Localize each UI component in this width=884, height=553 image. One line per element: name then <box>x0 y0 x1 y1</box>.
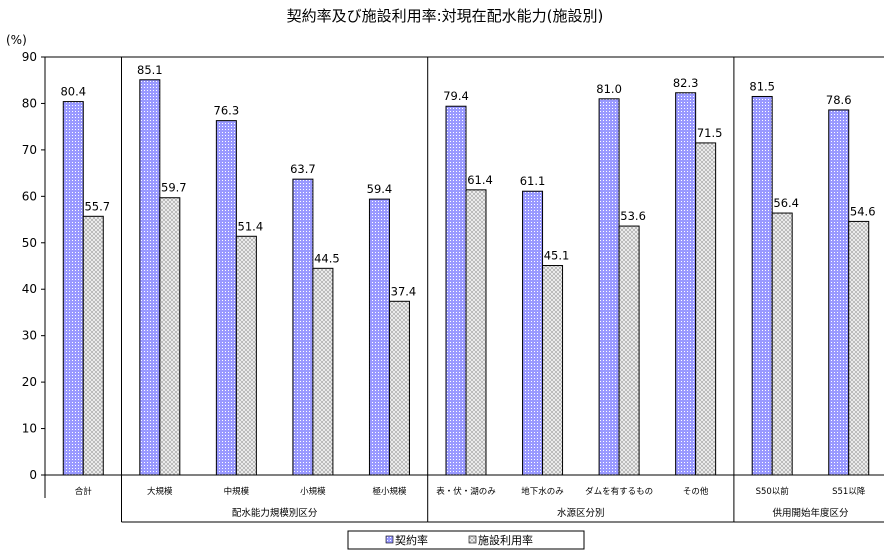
y-tick-label: 20 <box>22 375 37 389</box>
bar-utilization-rate <box>388 300 410 476</box>
chart-title: 契約率及び施設利用率:対現在配水能力(施設別) <box>287 7 604 25</box>
data-label: 85.1 <box>137 63 163 77</box>
y-tick-label: 70 <box>22 143 37 157</box>
data-label: 59.7 <box>161 181 187 195</box>
data-label: 71.5 <box>697 126 723 140</box>
x-category-label: S51以降 <box>832 486 866 497</box>
bar-utilization-rate <box>82 215 104 476</box>
legend-swatch-contract-rate <box>385 535 394 544</box>
legend-label-utilization-rate: 施設利用率 <box>478 533 533 547</box>
bar-contract-rate <box>522 190 544 476</box>
data-label: 63.7 <box>290 162 316 176</box>
data-label: 56.4 <box>773 196 799 210</box>
x-category-label: その他 <box>683 486 709 497</box>
bar-contract-rate <box>368 198 390 476</box>
data-label: 59.4 <box>367 182 393 196</box>
data-label: 37.4 <box>391 284 417 298</box>
x-category-label: ダムを有するもの <box>585 486 653 497</box>
data-label: 79.4 <box>443 89 469 103</box>
bar-contract-rate <box>828 109 850 476</box>
bar-utilization-rate <box>312 267 334 476</box>
x-category-label: 地下水のみ <box>521 486 564 497</box>
bar-contract-rate <box>139 79 161 476</box>
data-label: 76.3 <box>214 104 240 118</box>
x-category-label: 小規模 <box>300 486 326 497</box>
data-label: 61.1 <box>520 174 546 188</box>
bar-utilization-rate <box>848 220 870 476</box>
y-tick-label: 40 <box>22 282 37 296</box>
data-label: 80.4 <box>60 85 86 99</box>
x-category-label: 極小規模 <box>372 486 407 497</box>
data-label: 44.5 <box>314 251 340 265</box>
bar-contract-rate <box>215 120 237 476</box>
x-category-label: S50以前 <box>756 486 790 497</box>
y-tick-label: 90 <box>22 50 37 64</box>
category-labels: 合計 大規模 中規模 小規模 極小規模 表・伏・湖のみ 地下水のみ ダムを有するもの その他 S5… <box>75 486 866 497</box>
data-label: 51.4 <box>238 219 264 233</box>
bar-utilization-rate <box>695 142 717 476</box>
bar-utilization-rate <box>542 265 564 476</box>
legend-swatch-utilization-rate <box>468 535 477 544</box>
bar-utilization-rate <box>465 189 487 476</box>
data-label: 81.5 <box>749 79 775 93</box>
group-label: 配水能力規模別区分 <box>232 507 318 519</box>
y-tick-label: 10 <box>22 422 37 436</box>
data-label: 78.6 <box>826 93 852 107</box>
y-axis: 0 10 20 30 40 50 60 70 80 90 <box>22 50 45 482</box>
x-category-label: 中規模 <box>224 486 250 497</box>
y-tick-label: 80 <box>22 96 37 110</box>
data-label: 82.3 <box>673 76 699 90</box>
y-tick-label: 0 <box>29 468 37 482</box>
x-category-label: 表・伏・湖のみ <box>436 486 496 497</box>
bar-contract-rate <box>751 95 773 476</box>
data-label: 55.7 <box>84 199 110 213</box>
x-category-label: 大規模 <box>147 486 173 497</box>
bar-contract-rate <box>62 101 84 476</box>
bar-utilization-rate <box>159 197 181 476</box>
group-label: 水源区分別 <box>557 507 605 519</box>
y-tick-label: 50 <box>22 236 37 250</box>
data-label: 61.4 <box>467 173 493 187</box>
data-label: 81.0 <box>596 82 622 96</box>
y-tick-label: 60 <box>22 189 37 203</box>
bar-utilization-rate <box>235 235 257 476</box>
legend-label-contract-rate: 契約率 <box>395 533 428 547</box>
y-tick-label: 30 <box>22 329 37 343</box>
bar-contract-rate <box>675 92 697 476</box>
legend: 契約率 施設利用率 <box>347 530 585 550</box>
bar-utilization-rate <box>618 225 640 476</box>
x-category-label: 合計 <box>75 486 93 497</box>
data-label: 53.6 <box>620 209 646 223</box>
data-label: 45.1 <box>544 249 570 263</box>
bar-contract-rate <box>292 178 314 476</box>
bar-contract-rate <box>598 98 620 476</box>
group-label: 供用開始年度区分 <box>772 507 849 519</box>
y-axis-unit-label: (%) <box>6 33 27 47</box>
group-labels: 配水能力規模別区分 水源区分別 供用開始年度区分 <box>121 507 884 523</box>
data-label: 54.6 <box>850 204 876 218</box>
legend-box <box>347 530 585 550</box>
bars: 80.4 85.1 76.3 63.7 59.4 79.4 61.1 81.0 82.3 81.5… <box>60 63 876 476</box>
bar-contract-rate <box>445 105 467 476</box>
bar-utilization-rate <box>771 212 793 476</box>
